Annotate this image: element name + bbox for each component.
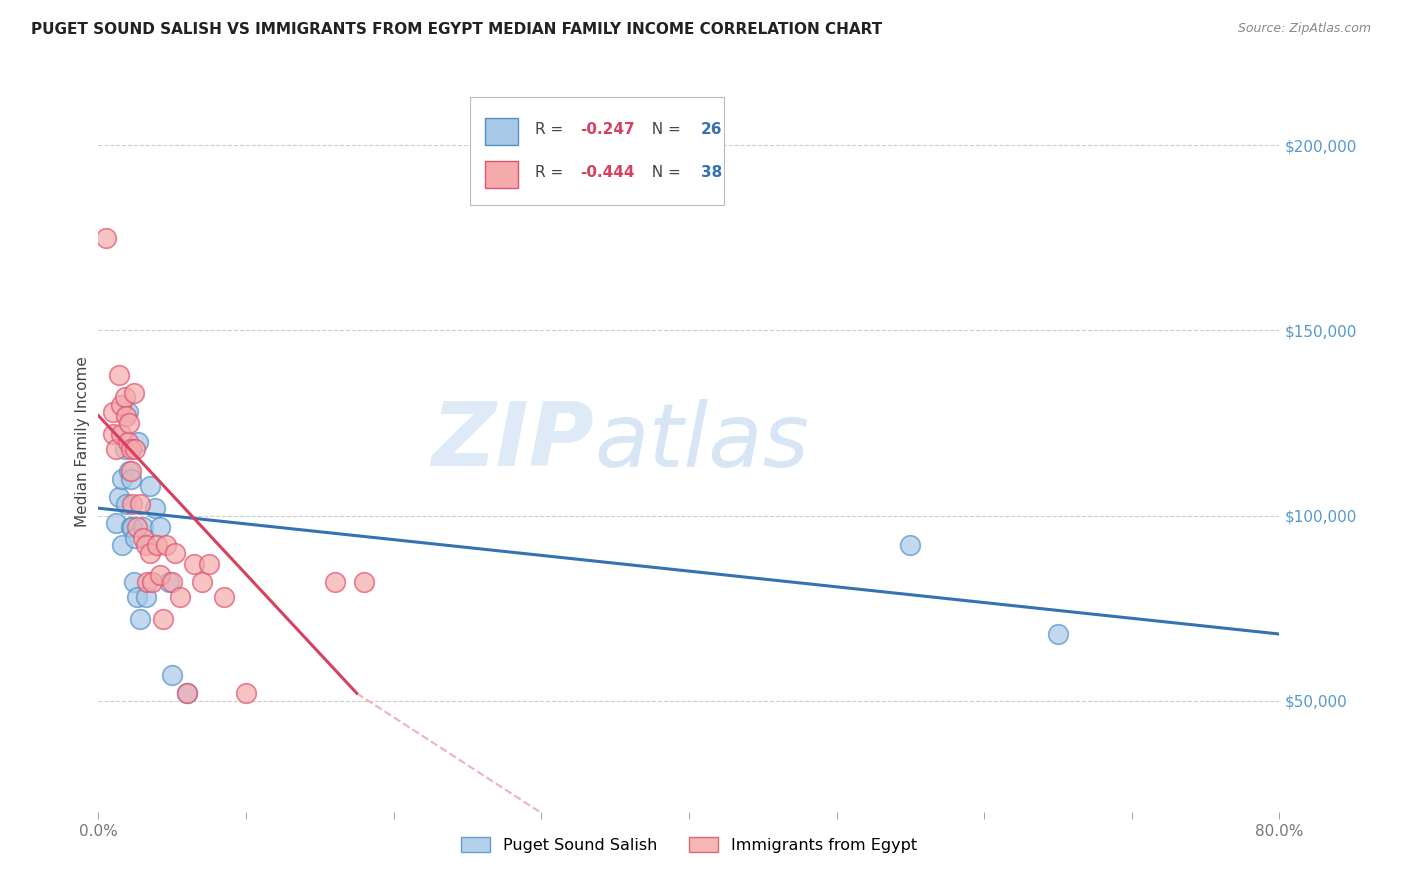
Text: PUGET SOUND SALISH VS IMMIGRANTS FROM EGYPT MEDIAN FAMILY INCOME CORRELATION CHA: PUGET SOUND SALISH VS IMMIGRANTS FROM EG… bbox=[31, 22, 882, 37]
Point bbox=[176, 686, 198, 700]
Point bbox=[143, 501, 166, 516]
Point bbox=[108, 490, 131, 504]
Point bbox=[235, 686, 257, 700]
Text: -0.444: -0.444 bbox=[581, 165, 634, 180]
Point bbox=[135, 538, 157, 552]
Point bbox=[117, 405, 139, 419]
Text: N =: N = bbox=[641, 165, 685, 180]
Point bbox=[132, 531, 155, 545]
Point bbox=[323, 575, 346, 590]
Text: R =: R = bbox=[536, 165, 568, 180]
Point bbox=[120, 464, 142, 478]
Point bbox=[125, 519, 148, 533]
Point bbox=[176, 686, 198, 700]
Point bbox=[141, 575, 163, 590]
Point bbox=[122, 386, 145, 401]
Point bbox=[118, 416, 141, 430]
Point bbox=[108, 368, 131, 382]
Point bbox=[191, 575, 214, 590]
Point bbox=[94, 231, 117, 245]
Point bbox=[162, 667, 183, 681]
Point bbox=[110, 398, 132, 412]
Point bbox=[111, 471, 134, 485]
Point bbox=[139, 479, 162, 493]
Point bbox=[155, 538, 177, 552]
Point bbox=[103, 405, 125, 419]
Point bbox=[162, 575, 183, 590]
Point bbox=[127, 434, 149, 449]
Point bbox=[149, 567, 172, 582]
Point bbox=[124, 442, 146, 456]
Point bbox=[135, 590, 157, 604]
Point bbox=[900, 538, 922, 552]
Point bbox=[121, 498, 143, 512]
Point bbox=[117, 434, 139, 449]
Point bbox=[353, 575, 375, 590]
Point bbox=[149, 519, 172, 533]
Point bbox=[165, 545, 187, 560]
Point bbox=[132, 519, 155, 533]
Text: atlas: atlas bbox=[595, 399, 810, 484]
Point bbox=[114, 442, 136, 456]
Point bbox=[146, 538, 169, 552]
Point bbox=[115, 498, 138, 512]
Point bbox=[118, 464, 141, 478]
Point bbox=[139, 545, 162, 560]
Point bbox=[120, 442, 142, 456]
Text: 26: 26 bbox=[700, 122, 723, 137]
Point bbox=[183, 557, 205, 571]
Point bbox=[128, 498, 150, 512]
Text: N =: N = bbox=[641, 122, 685, 137]
Point bbox=[121, 519, 143, 533]
Point bbox=[110, 427, 132, 442]
Text: R =: R = bbox=[536, 122, 568, 137]
Text: -0.247: -0.247 bbox=[581, 122, 636, 137]
Point bbox=[105, 516, 128, 530]
Point bbox=[105, 442, 128, 456]
Point bbox=[128, 612, 150, 626]
Legend: Puget Sound Salish, Immigrants from Egypt: Puget Sound Salish, Immigrants from Egyp… bbox=[454, 830, 924, 859]
Text: Source: ZipAtlas.com: Source: ZipAtlas.com bbox=[1237, 22, 1371, 36]
Point bbox=[152, 612, 174, 626]
Point bbox=[212, 590, 235, 604]
Point bbox=[1046, 627, 1070, 641]
Point bbox=[122, 575, 145, 590]
FancyBboxPatch shape bbox=[485, 161, 517, 187]
Point bbox=[125, 590, 148, 604]
FancyBboxPatch shape bbox=[485, 118, 517, 145]
Point bbox=[136, 575, 159, 590]
Point bbox=[103, 427, 125, 442]
Point bbox=[124, 531, 146, 545]
Point bbox=[111, 538, 134, 552]
Point bbox=[115, 409, 138, 423]
Text: ZIP: ZIP bbox=[432, 398, 595, 485]
FancyBboxPatch shape bbox=[471, 97, 724, 204]
Point bbox=[157, 575, 180, 590]
Point bbox=[169, 590, 191, 604]
Text: 38: 38 bbox=[700, 165, 723, 180]
Point bbox=[120, 519, 142, 533]
Point bbox=[114, 390, 136, 404]
Point bbox=[198, 557, 221, 571]
Y-axis label: Median Family Income: Median Family Income bbox=[75, 356, 90, 527]
Point bbox=[120, 471, 142, 485]
